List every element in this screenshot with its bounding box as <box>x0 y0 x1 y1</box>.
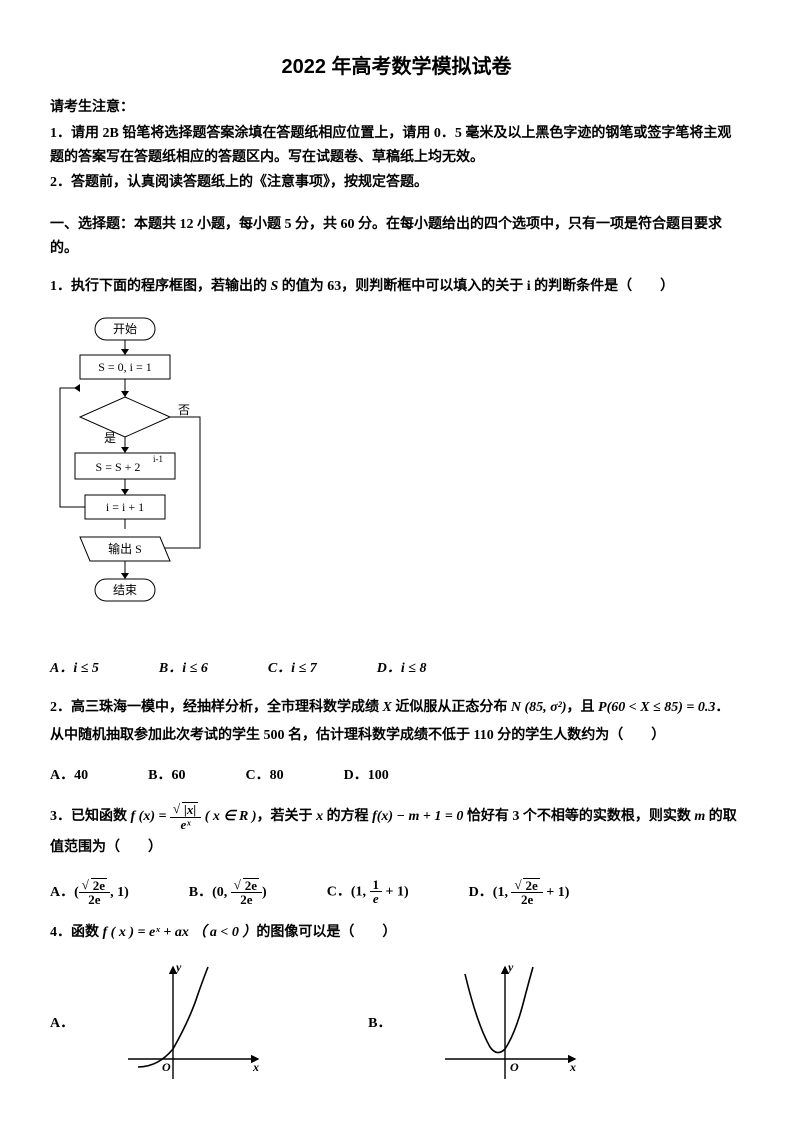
q4-s1: 4．函数 <box>50 925 103 940</box>
q3-varx: x <box>316 809 323 824</box>
q1-option-c: C．i ≤ 7 <box>268 657 317 681</box>
q3-c-label: C． <box>327 884 351 899</box>
q3-varm: m <box>694 809 705 824</box>
section-1-heading: 一、选择题：本题共 12 小题，每小题 5 分，共 60 分。在每小题给出的四个… <box>50 213 743 261</box>
q2-option-d: D．100 <box>344 764 389 788</box>
q3-a-sep: , 1) <box>110 885 129 900</box>
q3-option-c: C．(1, 1e + 1) <box>327 878 409 907</box>
q3-frac-num: |x| <box>182 802 198 817</box>
q3-option-a: A．(2e2e, 1) <box>50 878 129 907</box>
fc-start: 开始 <box>113 321 137 335</box>
q4b-y-label: y <box>506 960 514 974</box>
instructions-line-2: 2．答题前，认真阅读答题纸上的《注意事项》，按规定答题。 <box>50 171 743 195</box>
q3-frac: |x| eˣ <box>170 802 201 831</box>
q3-d-label: D． <box>469 885 493 900</box>
q3-d-open: (1, <box>493 885 512 900</box>
q4-fx: f ( x ) = eˣ + ax <box>103 925 189 940</box>
q3-s2: ，若关于 <box>257 809 317 824</box>
q1-stem-mid: 的值为 63，则判断框中可以填入的关于 i 的判断条件是（ ） <box>278 279 674 294</box>
fc-end: 结束 <box>113 582 137 596</box>
q1-opt-b-text: B．i ≤ 6 <box>159 661 208 676</box>
fc-output: 输出 S <box>108 540 142 555</box>
q3-fx: f (x) = <box>131 809 167 824</box>
q3-b-label: B． <box>189 885 212 900</box>
q3-options: A．(2e2e, 1) B．(0, 2e2e) C．(1, 1e + 1) D．… <box>50 878 743 907</box>
q4-s2: 的图像可以是（ ） <box>256 925 396 940</box>
q3-b-close: ) <box>262 885 267 900</box>
q3-eq: f(x) − m + 1 = 0 <box>372 809 463 824</box>
q3-b-open: (0, <box>212 885 231 900</box>
fc-no: 否 <box>178 402 190 416</box>
q2-option-c: C．80 <box>245 764 283 788</box>
q1-option-b: B．i ≤ 6 <box>159 657 208 681</box>
fc-yes: 是 <box>104 430 116 444</box>
q3-b-num: 2e <box>243 878 259 893</box>
q3-s4: 恰好有 3 个不相等的实数根，则实数 <box>463 809 694 824</box>
q3-a-num: 2e <box>91 878 107 893</box>
q3-domain: ( x ∈ R ) <box>205 809 257 824</box>
q3-option-b: B．(0, 2e2e) <box>189 878 267 907</box>
q3-b-den: 2e <box>231 893 262 907</box>
q4a-x-label: x <box>252 1060 259 1074</box>
question-1: 1．执行下面的程序框图，若输出的 S 的值为 63，则判断框中可以填入的关于 i… <box>50 275 743 681</box>
q4-stem: 4．函数 f ( x ) = eˣ + ax （ a < 0 ）的图像可以是（ … <box>50 921 743 945</box>
question-3: 3．已知函数 f (x) = |x| eˣ ( x ∈ R )，若关于 x 的方… <box>50 802 743 907</box>
q4-figure-b: y x O <box>435 959 585 1089</box>
q1-stem-prefix: 1．执行下面的程序框图，若输出的 <box>50 279 271 294</box>
fc-init: S = 0, i = 1 <box>98 359 152 373</box>
q3-frac-den: eˣ <box>170 818 201 832</box>
q4b-x-label: x <box>569 1060 576 1074</box>
q2-options: A．40 B．60 C．80 D．100 <box>50 764 743 788</box>
instructions-block: 请考生注意： 1．请用 2B 铅笔将选择题答案涂填在答题纸相应位置上，请用 0．… <box>50 96 743 195</box>
q2-prob: P(60 < X ≤ 85) = 0.3 <box>598 700 715 715</box>
fc-step1-sup: i-1 <box>153 454 163 464</box>
fc-step1: S = S + 2 <box>96 459 141 473</box>
q2-option-b: B．60 <box>148 764 185 788</box>
q2-option-a: A．40 <box>50 764 88 788</box>
q1-opt-a-text: A．i ≤ 5 <box>50 661 99 676</box>
q1-options: A．i ≤ 5 B．i ≤ 6 C．i ≤ 7 D．i ≤ 8 <box>50 657 743 681</box>
q4-cond: （ a < 0 ） <box>192 925 256 940</box>
q2-dist: N (85, σ²) <box>511 700 567 715</box>
q4a-o-label: O <box>162 1060 171 1074</box>
q3-a-label: A． <box>50 885 74 900</box>
question-4: 4．函数 f ( x ) = eˣ + ax （ a < 0 ）的图像可以是（ … <box>50 921 743 1089</box>
q1-flowchart: 开始 S = 0, i = 1 是 否 S = S + 2 i-1 <box>50 313 743 643</box>
q1-option-d: D．i ≤ 8 <box>377 657 427 681</box>
q1-opt-c-text: C．i ≤ 7 <box>268 661 317 676</box>
q2-s2: 近似服从正态分布 <box>392 700 511 715</box>
page-title: 2022 年高考数学模拟试卷 <box>50 50 743 84</box>
q4b-o-label: O <box>510 1060 519 1074</box>
q3-d-den: 2e <box>511 893 542 907</box>
question-2: 2．高三珠海一模中，经抽样分析，全市理科数学成绩 X 近似服从正态分布 N (8… <box>50 694 743 788</box>
q4-label-b: B． <box>368 1012 391 1036</box>
q1-option-a: A．i ≤ 5 <box>50 657 99 681</box>
instructions-line-1: 1．请用 2B 铅笔将选择题答案涂填在答题纸相应位置上，请用 0．5 毫米及以上… <box>50 122 743 170</box>
q4a-y-label: y <box>174 960 182 974</box>
q4-figure-a: y x O <box>118 959 268 1089</box>
q4-figures-row: A． y x O B． y x O <box>50 959 743 1089</box>
q3-stem: 3．已知函数 f (x) = |x| eˣ ( x ∈ R )，若关于 x 的方… <box>50 802 743 864</box>
q2-stem: 2．高三珠海一模中，经抽样分析，全市理科数学成绩 X 近似服从正态分布 N (8… <box>50 694 743 750</box>
q1-opt-d-text: D．i ≤ 8 <box>377 661 427 676</box>
q2-s3: ，且 <box>567 700 599 715</box>
q2-var: X <box>383 700 392 715</box>
fc-step2: i = i + 1 <box>106 499 144 513</box>
q3-s1: 3．已知函数 <box>50 809 131 824</box>
q3-d-num: 2e <box>523 878 539 893</box>
q3-s3: 的方程 <box>323 809 372 824</box>
instructions-heading: 请考生注意： <box>50 96 743 120</box>
q3-d-close: + 1) <box>543 885 570 900</box>
flowchart-svg: 开始 S = 0, i = 1 是 否 S = S + 2 i-1 <box>50 313 220 643</box>
q3-option-d: D．(1, 2e2e + 1) <box>469 878 570 907</box>
q4-label-a: A． <box>50 1012 74 1036</box>
q2-s1: 2．高三珠海一模中，经抽样分析，全市理科数学成绩 <box>50 700 383 715</box>
q1-stem: 1．执行下面的程序框图，若输出的 S 的值为 63，则判断框中可以填入的关于 i… <box>50 275 743 299</box>
q3-a-den: 2e <box>79 893 110 907</box>
